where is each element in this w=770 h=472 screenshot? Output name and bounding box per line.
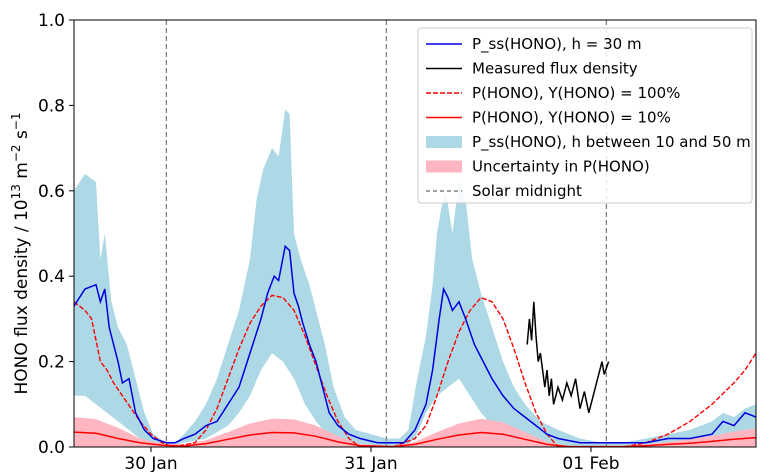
legend-entry-measured: Measured flux density <box>426 60 638 78</box>
measured-line <box>526 301 610 413</box>
series-lines <box>74 244 756 447</box>
legend-label: P(HONO), Y(HONO) = 10% <box>472 109 671 127</box>
x-tick-label: 01 Feb <box>562 454 619 472</box>
pss-height-band <box>74 109 756 447</box>
legend-entry-y10: P(HONO), Y(HONO) = 10% <box>426 109 671 127</box>
legend-swatch <box>426 136 462 148</box>
legend-entry-pss: P_ss(HONO), h = 30 m <box>426 35 642 54</box>
solar-midnight-lines <box>165 20 608 447</box>
uncertainty-area <box>74 417 756 447</box>
y100-line <box>74 294 756 447</box>
legend-label: P_ss(HONO), h = 30 m <box>472 35 642 54</box>
y-tick-label: 0.2 <box>38 353 65 373</box>
uncertainty-band <box>74 417 756 447</box>
y-tick-label: 0.8 <box>38 96 65 116</box>
legend-label: Uncertainty in P(HONO) <box>472 158 650 176</box>
legend-entry-mid: Solar midnight <box>426 182 582 200</box>
legend-label: Solar midnight <box>472 182 582 200</box>
x-tick-label: 30 Jan <box>124 454 177 472</box>
y-tick-label: 1.0 <box>38 11 65 31</box>
legend-entry-band: P_ss(HONO), h between 10 and 50 m <box>426 133 751 152</box>
legend-label: P(HONO), Y(HONO) = 100% <box>472 84 680 102</box>
legend-box <box>417 27 753 204</box>
legend-swatch <box>426 160 462 173</box>
y-axis-title: HONO flux density / 1013 m−2 s−1 <box>9 112 32 394</box>
x-axis: 30 Jan 31 Jan 01 Feb <box>124 447 620 472</box>
legend: P_ss(HONO), h = 30 m Measured flux densit… <box>417 27 753 204</box>
legend-label: Measured flux density <box>472 60 638 78</box>
legend-entry-y100: P(HONO), Y(HONO) = 100% <box>426 84 680 102</box>
legend-entry-unc: Uncertainty in P(HONO) <box>426 158 650 176</box>
x-tick-label: 31 Jan <box>344 454 397 472</box>
pss-line <box>74 244 756 444</box>
legend-label: P_ss(HONO), h between 10 and 50 m <box>472 133 751 152</box>
plot-frame <box>73 19 757 448</box>
y-axis: 0.0 0.2 0.4 0.6 0.8 1.0 <box>38 11 74 458</box>
pss-band-area <box>74 109 756 447</box>
y-tick-label: 0.4 <box>38 267 65 287</box>
y-tick-label: 0.0 <box>38 438 65 458</box>
y-tick-label: 0.6 <box>38 182 65 202</box>
